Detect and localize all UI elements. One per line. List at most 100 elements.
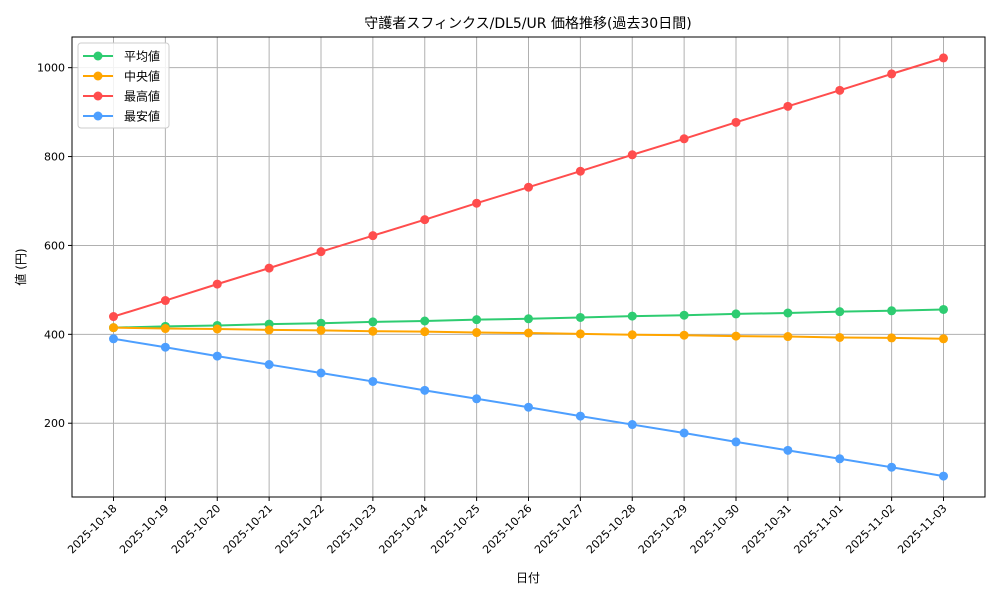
- data-point: [316, 247, 326, 257]
- x-tick-label: 2025-10-23: [325, 502, 379, 556]
- data-point: [524, 402, 533, 412]
- x-tick-label: 2025-11-02: [843, 502, 897, 556]
- legend-marker: [93, 51, 103, 61]
- x-tick-label: 2025-10-24: [376, 502, 430, 556]
- data-point: [472, 198, 482, 208]
- data-point: [887, 333, 897, 343]
- data-point: [524, 314, 533, 324]
- data-point: [887, 306, 897, 316]
- data-point: [316, 368, 326, 378]
- legend-item: 中央値: [83, 69, 160, 84]
- data-point: [627, 330, 637, 340]
- y-tick-label: 200: [44, 417, 65, 430]
- y-tick-label: 400: [44, 328, 65, 341]
- x-tick-label: 2025-10-20: [169, 502, 223, 556]
- x-tick-label: 2025-10-26: [480, 502, 534, 556]
- data-point: [420, 215, 430, 225]
- data-point: [731, 309, 741, 319]
- data-point: [212, 324, 222, 334]
- data-point: [368, 376, 378, 386]
- data-point: [368, 231, 378, 241]
- data-point: [472, 315, 482, 325]
- x-tick-label: 2025-10-27: [532, 502, 586, 556]
- data-point: [835, 85, 845, 95]
- data-point: [679, 330, 689, 340]
- grid: [72, 37, 985, 497]
- data-point: [575, 166, 585, 176]
- series-3: [109, 334, 948, 481]
- series-1: [109, 323, 948, 344]
- data-point: [627, 420, 637, 430]
- data-point: [316, 325, 326, 335]
- data-point: [731, 117, 741, 127]
- x-tick-label: 2025-11-01: [791, 502, 845, 556]
- x-tick-label: 2025-10-22: [273, 502, 327, 556]
- data-point: [264, 360, 274, 370]
- y-tick-label: 600: [44, 239, 65, 252]
- x-axis-label: 日付: [516, 571, 540, 585]
- data-point: [731, 437, 741, 447]
- data-point: [524, 182, 533, 192]
- legend-item: 平均値: [83, 49, 160, 64]
- data-point: [264, 263, 274, 273]
- legend-marker: [93, 71, 103, 81]
- x-tick-label: 2025-10-19: [117, 502, 171, 556]
- legend-item: 最安値: [83, 109, 160, 124]
- legend-label: 最高値: [124, 89, 160, 104]
- data-point: [109, 334, 118, 344]
- y-tick-label: 1000: [37, 62, 65, 75]
- data-point: [783, 308, 793, 318]
- x-tick-label: 2025-10-31: [740, 502, 794, 556]
- chart-title: 守護者スフィンクス/DL5/UR 価格推移(過去30日間): [364, 16, 691, 32]
- data-point: [264, 325, 274, 335]
- data-point: [160, 296, 170, 306]
- legend-marker: [93, 91, 103, 101]
- data-point: [212, 351, 222, 361]
- data-point: [316, 318, 326, 328]
- data-point: [783, 101, 793, 111]
- data-point: [627, 150, 637, 160]
- data-point: [939, 304, 948, 314]
- data-point: [109, 323, 118, 333]
- data-point: [368, 317, 378, 327]
- data-point: [939, 334, 948, 344]
- data-point: [109, 312, 118, 322]
- data-point: [679, 428, 689, 438]
- data-point: [939, 53, 948, 63]
- y-axis: 200 400 600 800 1000: [37, 62, 72, 430]
- data-point: [160, 342, 170, 352]
- x-axis: 2025-10-182025-10-192025-10-202025-10-21…: [65, 497, 950, 556]
- data-point: [939, 471, 948, 481]
- legend-box: [77, 42, 170, 129]
- legend-item: 最高値: [83, 89, 160, 104]
- data-point: [368, 326, 378, 336]
- x-tick-label: 2025-10-21: [221, 502, 275, 556]
- x-tick-label: 2025-10-28: [584, 502, 638, 556]
- data-point: [420, 385, 430, 395]
- data-point: [472, 328, 482, 338]
- x-tick-label: 2025-10-29: [636, 502, 690, 556]
- x-tick-label: 2025-10-30: [688, 502, 742, 556]
- series-2: [109, 53, 948, 322]
- data-point: [679, 134, 689, 144]
- data-point: [160, 324, 170, 334]
- x-tick-label: 2025-11-03: [895, 502, 949, 556]
- data-point: [731, 331, 741, 341]
- data-point: [887, 69, 897, 79]
- data-point: [420, 327, 430, 337]
- data-point: [472, 394, 482, 404]
- series-group: [109, 53, 948, 481]
- y-tick-label: 800: [44, 151, 65, 164]
- legend-label: 平均値: [124, 49, 160, 64]
- data-point: [627, 311, 637, 321]
- data-point: [783, 332, 793, 342]
- legend-label: 中央値: [124, 69, 160, 84]
- data-point: [575, 312, 585, 322]
- data-point: [212, 279, 222, 289]
- data-point: [887, 462, 897, 472]
- x-tick-label: 2025-10-18: [65, 502, 119, 556]
- data-point: [835, 454, 845, 464]
- x-tick-label: 2025-10-25: [428, 502, 482, 556]
